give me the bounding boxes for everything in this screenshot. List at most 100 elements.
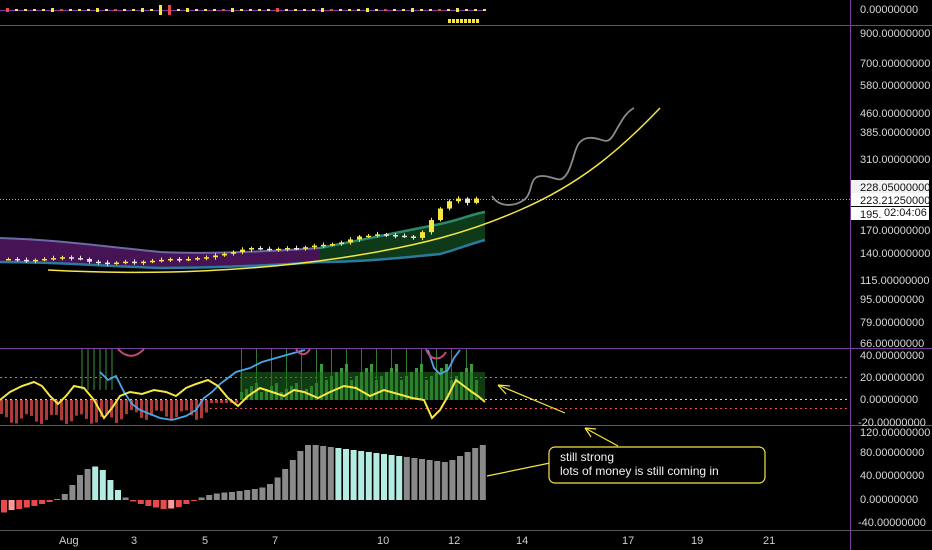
top-strip-bar	[204, 9, 207, 11]
hist-bar-positive	[388, 455, 395, 500]
time-axis-label: 19	[691, 535, 703, 547]
hist-bar-positive	[213, 493, 220, 500]
candle-body	[186, 258, 191, 261]
top-strip-bar	[60, 9, 63, 11]
top-strip-bar	[33, 9, 36, 11]
candle-body	[411, 236, 416, 238]
hist-bar-positive	[251, 489, 258, 500]
osc-axis-label: 0.00000000	[860, 394, 918, 406]
top-strip-bar	[465, 9, 468, 11]
time-axis-label: 3	[131, 535, 137, 547]
osc-bar-negative	[95, 400, 98, 423]
osc-bar-negative	[225, 400, 228, 403]
projection-path[interactable]	[491, 107, 635, 206]
osc-magenta-arc-2	[295, 348, 311, 356]
hist-bar-positive	[92, 466, 99, 500]
hist-bar-positive	[464, 452, 471, 500]
top-strip-bar	[321, 8, 324, 12]
top-strip-bar-lower	[476, 19, 479, 23]
top-strip-bar	[123, 9, 126, 11]
hist-bar-positive	[434, 461, 441, 500]
candle-body	[357, 236, 362, 240]
top-strip-bar	[429, 9, 432, 11]
oscillator-pane[interactable]	[0, 348, 850, 424]
hist-bar-negative	[145, 500, 152, 506]
top-strip-bar	[312, 9, 315, 11]
hist-bar-negative	[16, 500, 23, 509]
candle-body	[384, 234, 389, 236]
hist-bar-positive	[335, 448, 342, 500]
arrow-shaft-1	[497, 384, 566, 414]
osc-bar-negative	[5, 400, 8, 418]
top-strip-bar	[456, 8, 459, 12]
price-pane[interactable]	[0, 107, 850, 274]
hist-bar-positive	[320, 446, 327, 500]
candle-body	[69, 257, 74, 259]
osc-bar-negative	[180, 400, 183, 412]
osc-axis-label: 40.00000000	[860, 350, 924, 362]
hist-axis-label: 120.00000000	[860, 427, 930, 439]
top-strip-bar	[87, 9, 90, 11]
main-axis-label: 460.00000000	[860, 108, 930, 120]
osc-bar-negative	[140, 400, 143, 418]
osc-bar-negative	[125, 400, 128, 415]
last-price-tag-text: 223.21250000	[860, 195, 930, 207]
ribbon-bottom-line	[0, 238, 486, 270]
osc-yellow-line[interactable]	[0, 378, 486, 420]
candle-body	[438, 208, 443, 221]
main-axis-label: 115.00000000	[860, 275, 930, 287]
osc-bar-negative	[210, 400, 213, 403]
top-strip-bar	[24, 9, 27, 11]
candle-body	[33, 259, 38, 262]
hist-bar-positive	[267, 484, 273, 500]
parabolic-curve[interactable]	[47, 107, 661, 274]
hist-bar-positive	[61, 494, 68, 500]
hist-bar-positive	[426, 460, 433, 500]
top-strip-bar	[96, 8, 99, 12]
hist-bar-positive	[396, 456, 403, 500]
top-strip-bar	[159, 5, 162, 15]
hist-bar-positive	[107, 480, 114, 500]
callout-line-1: still strong	[560, 450, 614, 464]
callout-box[interactable]	[548, 446, 766, 484]
osc-bar-negative	[30, 400, 33, 416]
main-axis-label: 580.00000000	[860, 80, 930, 92]
candle-body	[267, 248, 272, 251]
top-strip-bar-lower	[464, 19, 467, 23]
hist-axis-label: -40.00000000	[858, 517, 926, 529]
hist-bar-positive	[457, 456, 463, 500]
candle-body	[348, 239, 353, 243]
top-strip-bar	[195, 9, 198, 11]
hist-bar-positive	[274, 477, 281, 500]
top-strip-bar-lower	[472, 19, 475, 23]
top-strip-bar	[303, 9, 306, 11]
hist-bar-negative	[46, 500, 53, 502]
osc-bar-negative	[170, 400, 173, 420]
hist-bar-positive	[84, 469, 91, 500]
arrow-head-1	[497, 384, 511, 395]
candle-body	[249, 247, 254, 250]
hist-axis-label: 40.00000000	[860, 470, 924, 482]
price-axis[interactable]: 0.00000000 900.00000000 700.00000000 580…	[851, 4, 930, 529]
candle-body	[375, 234, 380, 236]
time-axis[interactable]: Aug 3 5 7 10 12 14 17 19 21	[59, 535, 775, 547]
candle-body	[366, 235, 371, 238]
hist-bar-positive	[381, 454, 387, 500]
hist-bar-positive	[221, 492, 228, 500]
top-strip-bar	[150, 9, 153, 11]
main-axis-label: 385.00000000	[860, 127, 930, 139]
hist-bar-negative	[183, 500, 190, 504]
top-strip-bar-lower	[460, 19, 463, 23]
osc-bar-negative	[190, 400, 193, 416]
candle-body	[231, 252, 236, 254]
annotation[interactable]: still strong lots of money is still comi…	[486, 384, 766, 484]
candle-body	[330, 244, 335, 246]
high-price-tag-text: 228.05000000	[860, 182, 930, 194]
hist-bar-positive	[236, 491, 243, 500]
top-strip-bar	[438, 9, 441, 11]
hist-bar-negative	[191, 500, 197, 501]
top-strip-bar-lower	[452, 19, 455, 23]
price-candles[interactable]	[6, 196, 479, 267]
momentum-pane[interactable]	[1, 445, 486, 513]
